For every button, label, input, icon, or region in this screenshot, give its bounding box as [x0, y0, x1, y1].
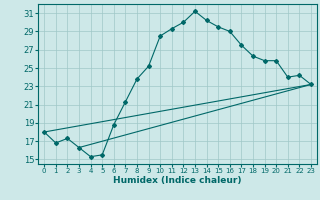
X-axis label: Humidex (Indice chaleur): Humidex (Indice chaleur)	[113, 176, 242, 185]
